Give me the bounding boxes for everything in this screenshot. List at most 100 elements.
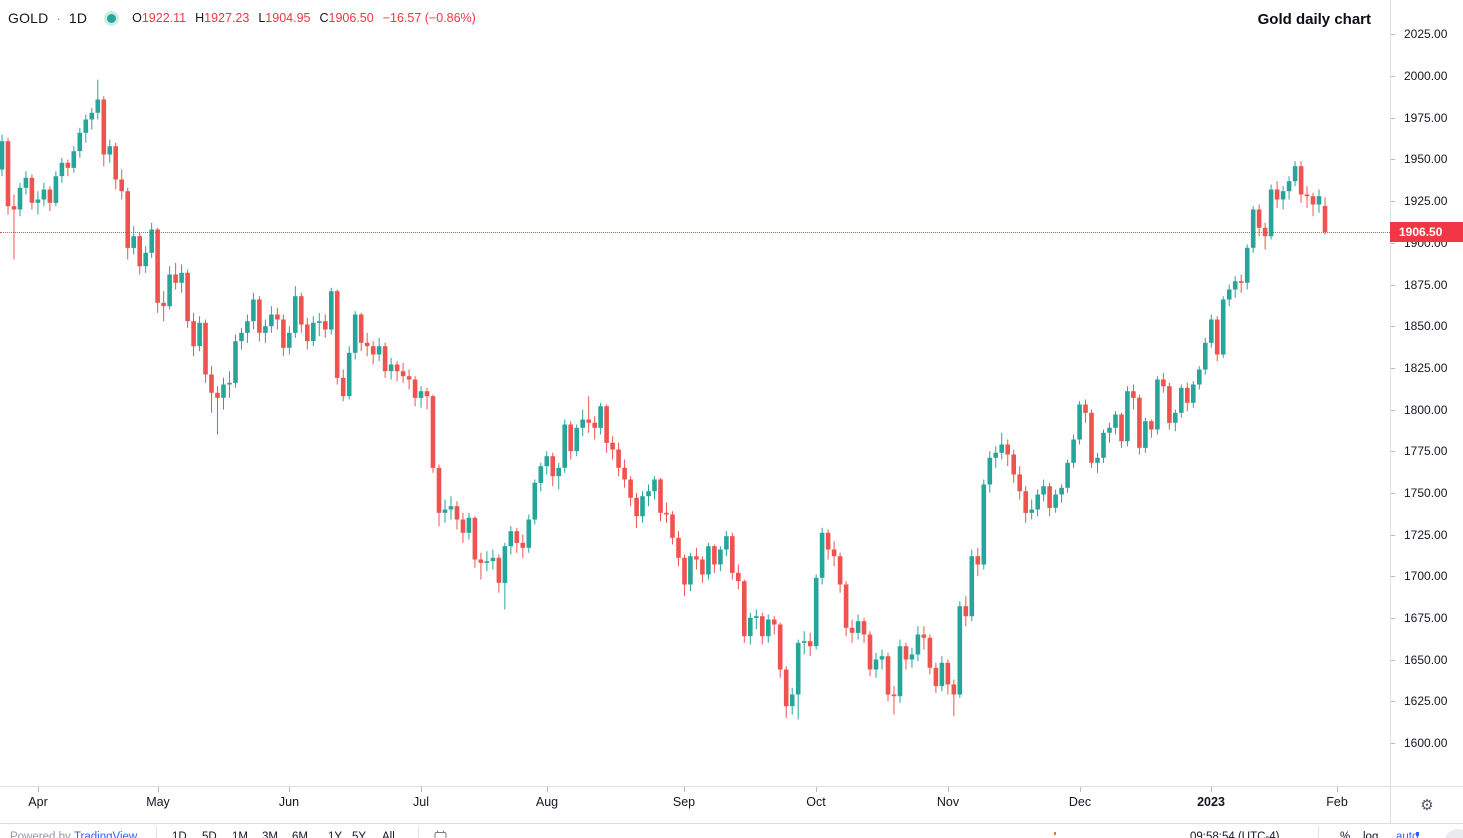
range-button-1y[interactable]: 1Y <box>328 831 343 838</box>
candle <box>1059 484 1064 503</box>
candle <box>825 529 831 560</box>
price-tick <box>1391 118 1395 119</box>
candle <box>1155 376 1160 435</box>
candle <box>658 477 663 522</box>
candle <box>730 532 735 580</box>
range-button-6m[interactable]: 6M <box>292 831 308 838</box>
time-axis-label: Dec <box>1068 795 1092 809</box>
candle <box>604 404 609 453</box>
candle <box>807 632 813 657</box>
range-button-3m[interactable]: 3M <box>262 831 278 838</box>
time-tick <box>1080 787 1081 792</box>
tradingview-link[interactable]: TradingView <box>73 831 138 838</box>
candle <box>885 652 891 702</box>
candle <box>688 552 693 592</box>
candle <box>161 291 166 322</box>
candle <box>490 549 496 570</box>
candle <box>305 317 310 350</box>
candle <box>1304 186 1310 208</box>
candle <box>610 436 615 460</box>
candle <box>766 614 771 643</box>
candle <box>879 649 885 670</box>
candle <box>1322 197 1328 235</box>
candle <box>945 659 951 695</box>
time-axis-label: Nov <box>936 795 960 809</box>
time-tick <box>289 787 290 792</box>
clock-label[interactable]: 09:58:54 (UTC-4) <box>1190 831 1280 838</box>
range-button-1m[interactable]: 1M <box>232 831 248 838</box>
price-chart[interactable] <box>0 0 1390 786</box>
candle <box>173 262 178 290</box>
candle <box>981 479 987 570</box>
candle <box>628 476 633 507</box>
time-tick <box>1337 787 1338 792</box>
candle <box>299 292 304 333</box>
market-status-dot-icon <box>107 13 117 23</box>
candle <box>1149 419 1154 438</box>
candle <box>963 596 969 627</box>
candle <box>664 502 669 523</box>
candle <box>1071 434 1076 468</box>
candle <box>1023 486 1028 523</box>
candle <box>1113 411 1118 435</box>
last-price-line <box>0 232 1390 233</box>
close-value: C1906.50 <box>319 11 374 25</box>
candle <box>861 617 867 643</box>
time-axis-label: 2023 <box>1197 795 1225 809</box>
candle <box>1238 274 1244 293</box>
candlestick-canvas[interactable] <box>0 0 1390 786</box>
range-button-all[interactable]: All <box>382 831 395 838</box>
candle <box>424 387 430 410</box>
candle <box>83 114 89 143</box>
scale-percent-toggle[interactable]: % <box>1340 831 1351 838</box>
candle <box>113 142 118 190</box>
candle <box>1179 384 1184 418</box>
candle <box>897 639 903 703</box>
price-axis-label: 1600.00 <box>1404 736 1448 750</box>
candle <box>1185 382 1190 412</box>
candle <box>777 622 783 678</box>
range-button-5d[interactable]: 5D <box>202 831 217 838</box>
scale-log-toggle[interactable]: log <box>1363 831 1379 838</box>
range-button-5y[interactable]: 5Y <box>352 831 367 838</box>
candle <box>783 666 789 718</box>
price-tick <box>1391 326 1395 327</box>
candle <box>969 549 975 622</box>
time-axis-label: Jul <box>413 795 429 809</box>
candle <box>143 246 148 273</box>
candle <box>813 574 819 650</box>
candle <box>293 286 298 338</box>
time-axis[interactable]: Apr May Jun Jul Aug Sep Oct Nov Dec 2023 Feb <box>0 786 1390 823</box>
candle <box>89 107 95 130</box>
candle <box>598 402 603 435</box>
open-value: O1922.11 <box>132 11 187 25</box>
price-axis-label: 1750.00 <box>1404 486 1448 500</box>
candle <box>502 542 508 610</box>
candle <box>53 171 59 207</box>
candle <box>993 446 998 468</box>
scale-auto-toggle[interactable]: auto <box>1396 831 1419 838</box>
candle <box>1191 381 1196 408</box>
timeframe-label[interactable]: 1D <box>68 10 88 26</box>
candle <box>1053 489 1058 513</box>
symbol-name[interactable]: GOLD <box>8 10 49 26</box>
range-button-1d[interactable]: 1D <box>172 831 187 838</box>
gear-icon[interactable]: ⚙ <box>1420 796 1434 814</box>
candle <box>131 226 136 255</box>
price-axis-label: 1800.00 <box>1404 403 1448 417</box>
symbol-legend[interactable]: GOLD · 1D O1922.11 H1927.23 L1904.95 C19… <box>8 8 476 28</box>
candle <box>634 492 639 528</box>
candle <box>251 292 256 330</box>
candle <box>149 222 154 258</box>
candle <box>1298 161 1304 203</box>
candle <box>622 459 627 488</box>
candle <box>203 319 208 383</box>
corner-widget[interactable] <box>1444 829 1463 838</box>
candle <box>975 547 981 577</box>
calendar-icon[interactable] <box>434 830 447 838</box>
candle <box>1209 314 1214 348</box>
high-value: H1927.23 <box>195 11 250 25</box>
price-axis[interactable]: 2025.00 2000.00 1975.00 1950.00 1925.00 1900.… <box>1390 0 1463 786</box>
candle <box>1173 409 1178 432</box>
toolbar-divider <box>1318 826 1319 838</box>
